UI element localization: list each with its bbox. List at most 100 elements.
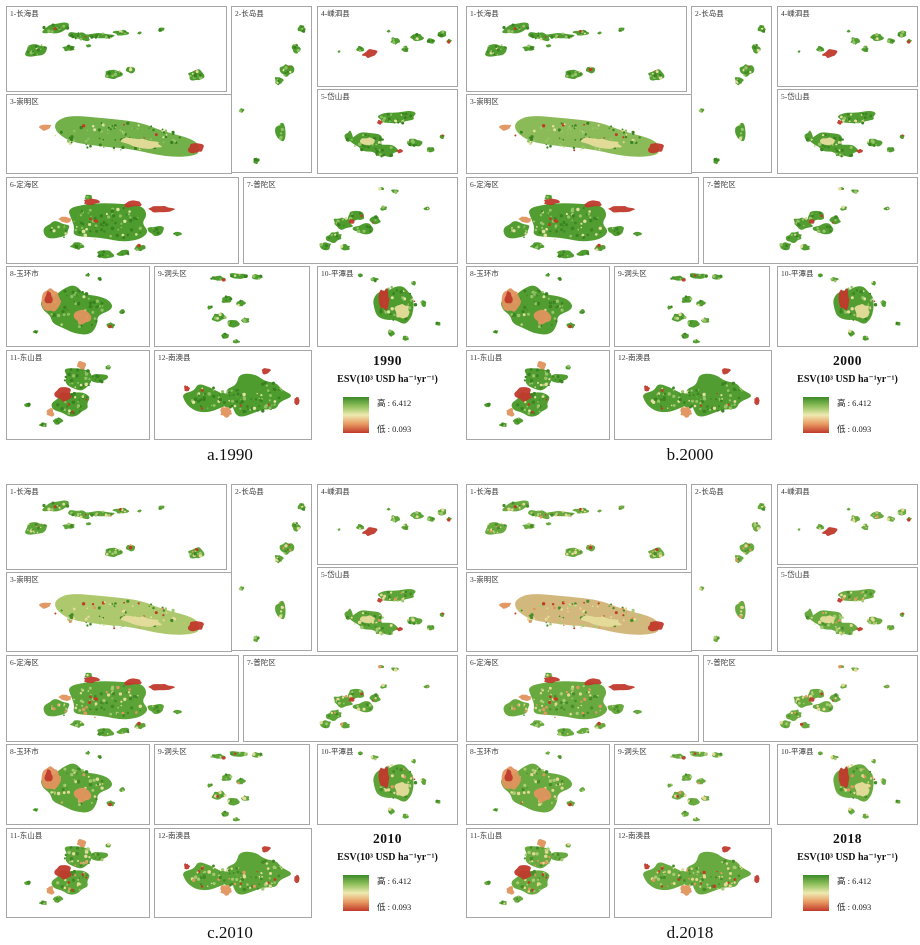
submap-box-4: 4-嵊泗县 [777, 484, 918, 565]
submap-canvas [24, 839, 111, 905]
legend-color-ramp [803, 397, 829, 433]
panel-caption-c: c.2010 [207, 923, 253, 942]
submap-canvas [485, 500, 665, 559]
submap-label-5: 5-岱山县 [321, 570, 350, 579]
submap-canvas [698, 24, 766, 165]
submap-label-6: 6-定海区 [10, 658, 39, 667]
submap-canvas [485, 22, 665, 81]
submap-box-11: 11-东山县 [6, 828, 150, 918]
submap-canvas [43, 194, 183, 259]
submap-label-2: 2-长岛县 [695, 487, 724, 496]
submap-label-8: 8-玉环市 [10, 269, 39, 278]
legend-high-value: 高 : 6.412 [377, 398, 412, 408]
submap-label-4: 4-嵊泗县 [321, 9, 350, 18]
submap-canvas [698, 502, 766, 643]
submap-canvas [779, 187, 890, 251]
submap-label-1: 1-长海县 [470, 487, 499, 496]
submap-box-6: 6-定海区 [6, 655, 239, 742]
submap-canvas [319, 187, 430, 251]
submap-label-2: 2-长岛县 [695, 9, 724, 18]
submap-box-7: 7-普陀区 [703, 655, 918, 742]
submap-canvas [43, 672, 183, 737]
panel-caption-d: d.2018 [666, 923, 714, 942]
submap-canvas [344, 588, 445, 636]
submap-canvas [484, 361, 571, 427]
submap-box-12: 12-南澳县 [614, 350, 772, 440]
submap-box-5: 5-岱山县 [317, 89, 458, 174]
submap-canvas [24, 361, 111, 427]
submap-canvas [39, 594, 204, 635]
submap-label-1: 1-长海县 [10, 9, 39, 18]
submap-label-10: 10-平潭县 [321, 269, 354, 278]
submap-label-3: 3-崇明区 [10, 97, 39, 106]
submap-label-12: 12-南澳县 [618, 353, 651, 362]
submap-canvas [207, 751, 263, 822]
submap-canvas [25, 22, 205, 81]
submap-box-10: 10-平潭县 [777, 266, 918, 347]
submap-box-3: 3-崇明区 [466, 94, 692, 174]
legend-low-value: 低 : 0.093 [837, 902, 872, 912]
submap-label-10: 10-平潭县 [321, 747, 354, 756]
submap-box-10: 10-平潭县 [777, 744, 918, 825]
submap-canvas [183, 846, 300, 896]
submap-label-5: 5-岱山县 [781, 570, 810, 579]
submap-canvas [39, 116, 204, 157]
legend-c: 2010 ESV(10³ USD ha⁻¹yr⁻¹) 高 : 6.412 低 : 0.… [317, 828, 458, 918]
submap-box-3: 3-崇明区 [6, 572, 232, 652]
submap-label-4: 4-嵊泗县 [781, 487, 810, 496]
submap-canvas [207, 273, 263, 344]
submap-label-1: 1-长海县 [10, 487, 39, 496]
submap-label-4: 4-嵊泗县 [321, 487, 350, 496]
legend-year: 1990 [373, 353, 402, 368]
legend-unit: ESV(10³ USD ha⁻¹yr⁻¹) [797, 852, 898, 863]
submap-label-9: 9-洞头区 [158, 269, 187, 278]
submap-box-6: 6-定海区 [6, 177, 239, 264]
submap-canvas [667, 273, 723, 344]
submap-box-7: 7-普陀区 [703, 177, 918, 264]
submap-label-11: 11-东山县 [470, 831, 503, 840]
submap-label-6: 6-定海区 [10, 180, 39, 189]
panel-b: 1-长海县 2-长岛县 3-崇明区 4-嵊泗县 5-岱山县 6-定海区 7-普陀区 8-玉环市… [462, 2, 918, 478]
legend-color-ramp [803, 875, 829, 911]
panel-d: 1-长海县 2-长岛县 3-崇明区 4-嵊泗县 5-岱山县 6-定海区 7-普陀区 8-玉环市… [462, 480, 918, 945]
legend-low-value: 低 : 0.093 [377, 424, 412, 434]
submap-box-7: 7-普陀区 [243, 655, 458, 742]
submap-box-4: 4-嵊泗县 [317, 484, 458, 565]
submap-canvas [492, 272, 586, 335]
submap-canvas [32, 272, 126, 335]
submap-canvas [337, 29, 452, 58]
submap-label-6: 6-定海区 [470, 180, 499, 189]
submap-box-4: 4-嵊泗县 [777, 6, 918, 87]
panel-a: 1-长海县 2-长岛县 3-崇明区 4-嵊泗县 5-岱山县 6-定海区 7-普陀区 8-玉环市… [2, 2, 458, 478]
submap-box-9: 9-洞头区 [614, 744, 770, 825]
submap-canvas [643, 368, 760, 418]
submap-canvas [499, 116, 664, 157]
submap-box-5: 5-岱山县 [317, 567, 458, 652]
submap-label-1: 1-长海县 [470, 9, 499, 18]
submap-box-3: 3-崇明区 [6, 94, 232, 174]
panel-caption-a: a.1990 [207, 445, 253, 464]
submap-box-2: 2-长岛县 [231, 484, 312, 651]
submap-canvas [503, 672, 643, 737]
submap-label-12: 12-南澳县 [618, 831, 651, 840]
submap-box-2: 2-长岛县 [691, 6, 772, 173]
submap-box-6: 6-定海区 [466, 655, 699, 742]
submap-canvas [499, 594, 664, 635]
submap-label-3: 3-崇明区 [470, 575, 499, 584]
legend-high-value: 高 : 6.412 [377, 876, 412, 886]
submap-label-9: 9-洞头区 [618, 747, 647, 756]
submap-box-12: 12-南澳县 [154, 350, 312, 440]
submap-label-11: 11-东山县 [470, 353, 503, 362]
submap-box-9: 9-洞头区 [614, 266, 770, 347]
submap-label-10: 10-平潭县 [781, 269, 814, 278]
submap-label-12: 12-南澳县 [158, 831, 191, 840]
submap-box-12: 12-南澳县 [614, 828, 772, 918]
submap-canvas [32, 750, 126, 813]
submap-box-1: 1-长海县 [466, 484, 687, 570]
submap-label-10: 10-平潭县 [781, 747, 814, 756]
submap-canvas [25, 500, 205, 559]
panel-c: 1-长海县 2-长岛县 3-崇明区 4-嵊泗县 5-岱山县 6-定海区 7-普陀区 8-玉环市… [2, 480, 458, 945]
submap-canvas [238, 502, 306, 643]
submap-box-2: 2-长岛县 [231, 6, 312, 173]
legend-year: 2000 [833, 353, 862, 368]
